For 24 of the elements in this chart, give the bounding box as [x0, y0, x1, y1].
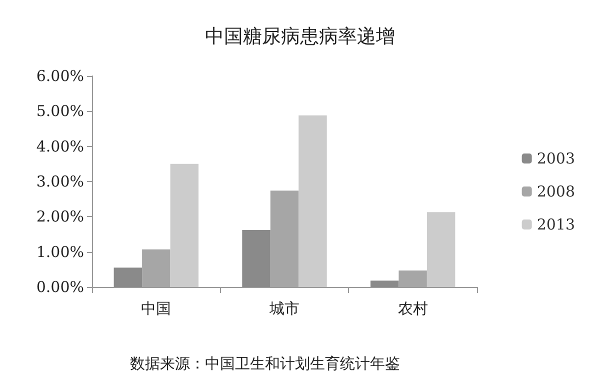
y-tick-label: 5.00%: [36, 102, 84, 120]
bar: [426, 212, 456, 287]
legend-label: 2008: [536, 182, 576, 200]
bar: [370, 280, 399, 287]
bar: [398, 270, 427, 287]
bar: [242, 230, 270, 287]
y-tick-label: 2.00%: [36, 208, 84, 226]
bar: [298, 115, 327, 287]
legend-label: 2013: [536, 216, 576, 234]
x-tick-label: 中国: [141, 300, 172, 318]
legend-label: 2003: [536, 150, 576, 168]
y-tick-label: 1.00%: [36, 242, 84, 261]
bar: [142, 249, 170, 287]
bar: [170, 164, 199, 287]
x-tick-label: 城市: [268, 300, 300, 318]
bar: [114, 268, 142, 287]
bar: [270, 190, 299, 287]
source-note: 数据来源：中国卫生和计划生育统计年鉴: [130, 354, 400, 372]
x-tick-label: 农村: [398, 300, 428, 318]
y-tick-label: 6.00%: [36, 67, 84, 85]
y-tick-label: 4.00%: [36, 137, 84, 156]
y-tick-label: 0.00%: [36, 278, 84, 296]
chart-title: 中国糖尿病患病率递增: [205, 26, 395, 48]
y-tick-label: 3.00%: [36, 172, 84, 190]
